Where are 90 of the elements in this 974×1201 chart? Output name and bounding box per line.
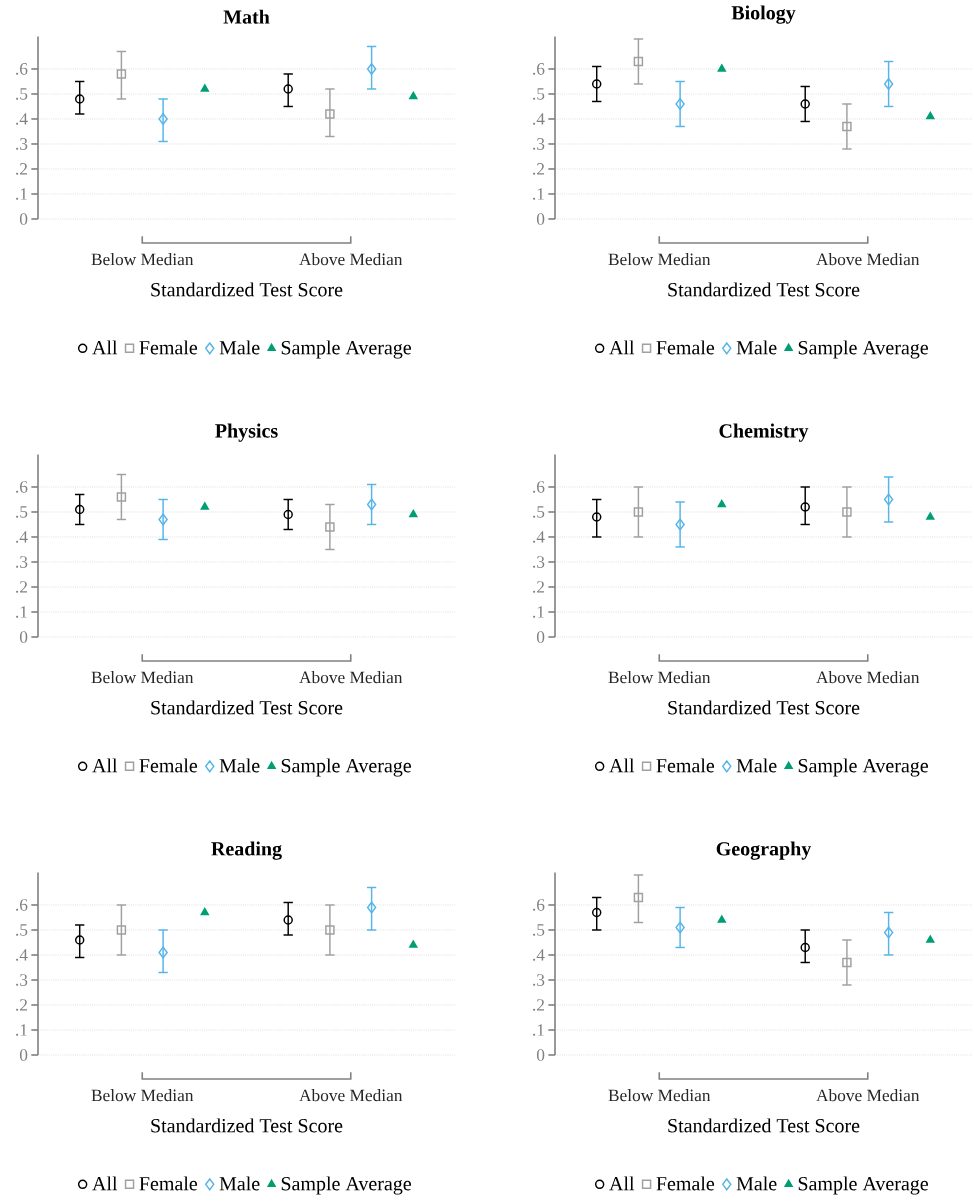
legend-label: Sample Average xyxy=(281,1176,411,1195)
x-tick-label: Above Median xyxy=(299,253,403,266)
legend-label: Male xyxy=(219,758,260,773)
y-tick-label: .4 xyxy=(16,113,28,125)
y-tick-label: .2 xyxy=(16,581,28,593)
x-tick-label: Below Median xyxy=(608,671,711,684)
y-tick-label: .6 xyxy=(533,63,545,75)
y-tick-label: 0 xyxy=(536,1049,545,1061)
y-tick-label: .5 xyxy=(16,924,28,936)
y-tick-label: .1 xyxy=(533,606,544,618)
chart-title: Reading xyxy=(211,841,282,860)
y-tick-label: 0 xyxy=(536,213,545,225)
y-tick-label: .3 xyxy=(533,138,545,150)
legend-label: Male xyxy=(736,758,777,773)
y-tick-label: .5 xyxy=(16,88,28,100)
y-tick-label: .4 xyxy=(533,531,545,543)
y-tick-label: .4 xyxy=(16,531,28,543)
legend-label: Male xyxy=(219,340,260,355)
legend-label: Male xyxy=(736,1176,777,1191)
x-tick-label: Above Median xyxy=(816,253,920,266)
x-tick-label: Above Median xyxy=(299,671,403,684)
y-tick-label: 0 xyxy=(19,213,28,225)
y-tick-label: .4 xyxy=(533,113,545,125)
legend-label: All xyxy=(92,340,118,355)
y-tick-label: .2 xyxy=(16,999,28,1011)
y-tick-label: .1 xyxy=(16,606,27,618)
y-tick-label: .3 xyxy=(533,974,545,986)
y-tick-label: .3 xyxy=(16,138,28,150)
x-tick-label: Below Median xyxy=(608,1089,711,1102)
x-tick-label: Above Median xyxy=(816,1089,920,1102)
y-tick-label: .2 xyxy=(533,163,545,175)
legend-label: Female xyxy=(656,1176,715,1191)
x-axis-title: Standardized Test Score xyxy=(151,282,343,297)
legend-label: Sample Average xyxy=(281,340,411,359)
x-tick-label: Below Median xyxy=(91,1089,194,1102)
legend-label: Male xyxy=(219,1176,260,1191)
legend-label: Female xyxy=(139,340,198,355)
y-tick-label: .1 xyxy=(533,188,544,200)
legend-label: All xyxy=(609,758,635,773)
y-tick-label: .5 xyxy=(533,506,545,518)
legend-label: All xyxy=(92,758,118,773)
legend-label: All xyxy=(92,1176,118,1191)
x-tick-label: Below Median xyxy=(91,253,194,266)
x-axis-title: Standardized Test Score xyxy=(668,282,860,297)
x-axis-title: Standardized Test Score xyxy=(668,1118,860,1133)
y-tick-label: .3 xyxy=(16,974,28,986)
x-axis-title: Standardized Test Score xyxy=(151,700,343,715)
x-tick-label: Above Median xyxy=(816,671,920,684)
legend-label: Female xyxy=(139,1176,198,1191)
y-tick-label: 0 xyxy=(536,631,545,643)
y-tick-label: .2 xyxy=(533,581,545,593)
legend-label: Male xyxy=(736,340,777,355)
legend-label: Sample Average xyxy=(798,340,928,359)
y-tick-label: .4 xyxy=(16,949,28,961)
y-tick-label: .6 xyxy=(16,63,28,75)
y-tick-label: .2 xyxy=(16,163,28,175)
y-tick-label: .5 xyxy=(533,924,545,936)
legend-label: Female xyxy=(139,758,198,773)
chart-title: Biology xyxy=(731,5,796,24)
y-tick-label: .6 xyxy=(533,899,545,911)
y-tick-label: .1 xyxy=(16,1024,27,1036)
y-tick-label: .6 xyxy=(16,899,28,911)
legend-label: Female xyxy=(656,758,715,773)
legend-label: All xyxy=(609,340,635,355)
legend-label: Sample Average xyxy=(798,758,928,777)
y-tick-label: .5 xyxy=(533,88,545,100)
y-tick-label: 0 xyxy=(19,1049,28,1061)
x-axis-title: Standardized Test Score xyxy=(668,700,860,715)
legend-label: Sample Average xyxy=(281,758,411,777)
chart-title: Physics xyxy=(215,423,278,442)
y-tick-label: .4 xyxy=(533,949,545,961)
chart-title: Chemistry xyxy=(719,423,809,442)
y-tick-label: .2 xyxy=(533,999,545,1011)
chart-title: Math xyxy=(223,9,270,24)
x-axis-title: Standardized Test Score xyxy=(151,1118,343,1133)
legend-label: All xyxy=(609,1176,635,1191)
x-tick-label: Above Median xyxy=(299,1089,403,1102)
x-tick-label: Below Median xyxy=(91,671,194,684)
legend-label: Sample Average xyxy=(798,1176,928,1195)
y-tick-label: .5 xyxy=(16,506,28,518)
chart-title: Geography xyxy=(716,841,812,860)
y-tick-label: 0 xyxy=(19,631,28,643)
y-tick-label: .6 xyxy=(16,481,28,493)
y-tick-label: .3 xyxy=(16,556,28,568)
y-tick-label: .1 xyxy=(16,188,27,200)
y-tick-label: .3 xyxy=(533,556,545,568)
legend-label: Female xyxy=(656,340,715,355)
x-tick-label: Below Median xyxy=(608,253,711,266)
y-tick-label: .1 xyxy=(533,1024,544,1036)
y-tick-label: .6 xyxy=(533,481,545,493)
